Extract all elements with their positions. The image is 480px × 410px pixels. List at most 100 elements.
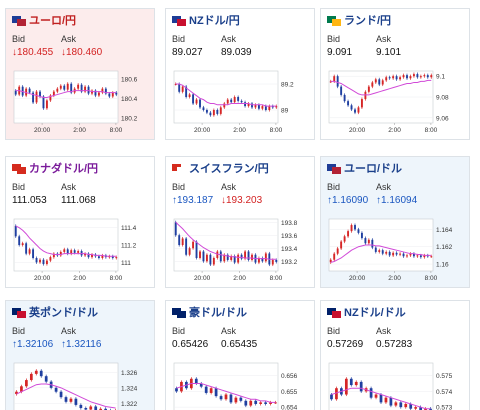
currency-pair-link[interactable]: カナダドル/円 xyxy=(29,163,99,175)
candle-body xyxy=(364,238,367,244)
candle-body xyxy=(94,406,98,410)
ask-label: Ask xyxy=(61,182,77,192)
bid-value: ↑1.32106 xyxy=(12,339,54,350)
bid-label: Bid xyxy=(12,326,26,336)
currency-pair-link[interactable]: ランド/円 xyxy=(344,15,392,27)
candle-body xyxy=(385,77,388,81)
country-flag-icon xyxy=(12,308,26,318)
candle-body xyxy=(18,236,21,245)
rate-chart[interactable]: 1.164 1.162 1.16 20:00 2:00 8:00 xyxy=(327,217,463,285)
rate-card[interactable]: カナダドル/円 Bid Ask 111.053 111.068 111.4 111… xyxy=(5,156,155,288)
ask-label: Ask xyxy=(221,182,237,192)
moving-average-line xyxy=(330,79,432,96)
ask-label: Ask xyxy=(376,34,392,44)
candle-body xyxy=(219,396,223,400)
ask-value: ↑1.16094 xyxy=(376,195,418,206)
candle-body xyxy=(80,84,83,92)
candle-body xyxy=(202,251,205,262)
rate-card[interactable]: ユーロ/ドル Bid Ask ↑1.16090 ↑1.16094 1.164 1.… xyxy=(320,156,470,288)
candle-body xyxy=(240,100,243,103)
card-header: スイスフラン/円 xyxy=(172,162,269,176)
candle-body xyxy=(374,79,377,83)
candle-body xyxy=(367,86,370,92)
candle-body xyxy=(244,251,247,259)
rate-card[interactable]: スイスフラン/円 Bid Ask ↑193.187 ↓193.203 193.8… xyxy=(165,156,315,288)
y-tick-label: 193.8 xyxy=(281,220,298,227)
rate-chart[interactable]: 111.4 111.2 111 20:00 2:00 8:00 xyxy=(12,217,148,285)
candle-body xyxy=(430,75,433,78)
rate-card[interactable]: 英ポンド/ドル Bid Ask ↑1.32106 ↑1.32116 1.326 1… xyxy=(5,300,155,410)
candle-body xyxy=(185,238,188,255)
rate-card[interactable]: NZドル/ドル Bid Ask 0.57269 0.57283 0.575 0.5… xyxy=(320,300,470,410)
candle-body xyxy=(178,84,181,92)
rate-card[interactable]: NZドル/円 Bid Ask 89.027 89.039 89.2 89 20:00… xyxy=(165,8,315,140)
bid-value: ↑1.16090 xyxy=(327,195,369,206)
currency-pair-link[interactable]: NZドル/円 xyxy=(189,15,240,27)
candle-body xyxy=(406,255,408,257)
candle-body xyxy=(344,378,348,395)
candle-body xyxy=(66,249,69,254)
candle-body xyxy=(49,257,52,261)
bid-label: Bid xyxy=(327,326,341,336)
candle-body xyxy=(340,86,343,95)
country-flag-icon xyxy=(327,16,341,26)
ask-value: ↓193.203 xyxy=(221,195,263,206)
rate-chart-svg: 1.164 1.162 1.16 20:00 2:00 8:00 xyxy=(328,218,453,282)
candle-body xyxy=(212,258,215,265)
rate-chart[interactable]: 180.6 180.4 180.2 20:00 2:00 8:00 xyxy=(12,69,148,137)
candle-body xyxy=(39,259,41,263)
rate-card[interactable]: ランド/円 Bid Ask 9.091 9.101 9.1 9.08 9.06 20:… xyxy=(320,8,470,140)
candle-body xyxy=(364,91,367,100)
x-tick-label: 8:00 xyxy=(270,275,283,282)
candle-body xyxy=(251,103,253,108)
candle-body xyxy=(73,250,76,253)
currency-pair-link[interactable]: ユーロ/円 xyxy=(29,15,77,27)
candle-body xyxy=(178,235,181,245)
candle-body xyxy=(181,238,184,245)
plot-area xyxy=(328,218,434,272)
bid-label: Bid xyxy=(327,182,341,192)
candle-body xyxy=(192,94,195,104)
country-flag-icon xyxy=(327,308,341,318)
candle-body xyxy=(268,106,271,110)
candle-body xyxy=(343,94,346,102)
x-tick-label: 20:00 xyxy=(34,275,51,282)
currency-pair-link[interactable]: NZドル/ドル xyxy=(344,307,406,319)
candle-body xyxy=(101,255,104,258)
candle-body xyxy=(185,86,188,97)
candle-body xyxy=(237,97,240,101)
candle-body xyxy=(87,253,90,258)
candle-body xyxy=(42,96,45,109)
y-tick-label: 193.6 xyxy=(281,233,298,240)
candle-body xyxy=(359,381,363,392)
card-header: NZドル/ドル xyxy=(327,306,406,320)
currency-pair-link[interactable]: 英ポンド/ドル xyxy=(29,307,99,319)
x-tick-label: 2:00 xyxy=(233,127,246,134)
rate-chart-svg: 89.2 89 20:00 2:00 8:00 xyxy=(173,70,294,134)
candle-body xyxy=(357,107,360,113)
currency-pair-link[interactable]: スイスフラン/円 xyxy=(189,163,269,175)
rate-card[interactable]: ユーロ/円 Bid Ask ↓180.455 ↓180.460 180.6 180… xyxy=(5,8,155,140)
candle-body xyxy=(374,394,378,398)
rate-chart[interactable]: 89.2 89 20:00 2:00 8:00 xyxy=(172,69,308,137)
currency-pair-link[interactable]: ユーロ/ドル xyxy=(344,163,403,175)
currency-pair-link[interactable]: 豪ドル/ドル xyxy=(189,307,248,319)
candle-body xyxy=(329,259,332,263)
candle-body xyxy=(274,402,277,404)
country-flag-icon xyxy=(172,308,186,318)
rate-chart[interactable]: 193.8 193.6 193.4 193.2 20:00 2:00 8:00 xyxy=(172,217,308,285)
rate-card[interactable]: 豪ドル/ドル Bid Ask 0.65426 0.65435 0.656 0.65… xyxy=(165,300,315,410)
candle-body xyxy=(74,398,78,405)
rate-chart[interactable]: 9.1 9.08 9.06 20:00 2:00 8:00 xyxy=(327,69,463,137)
candle-body xyxy=(395,76,398,80)
candle-body xyxy=(63,85,66,90)
ask-value: ↓180.460 xyxy=(61,47,103,58)
y-tick-label: 0.654 xyxy=(281,405,298,410)
bid-value: 89.027 xyxy=(172,47,203,58)
bid-label: Bid xyxy=(327,34,341,44)
candle-body xyxy=(28,88,31,93)
